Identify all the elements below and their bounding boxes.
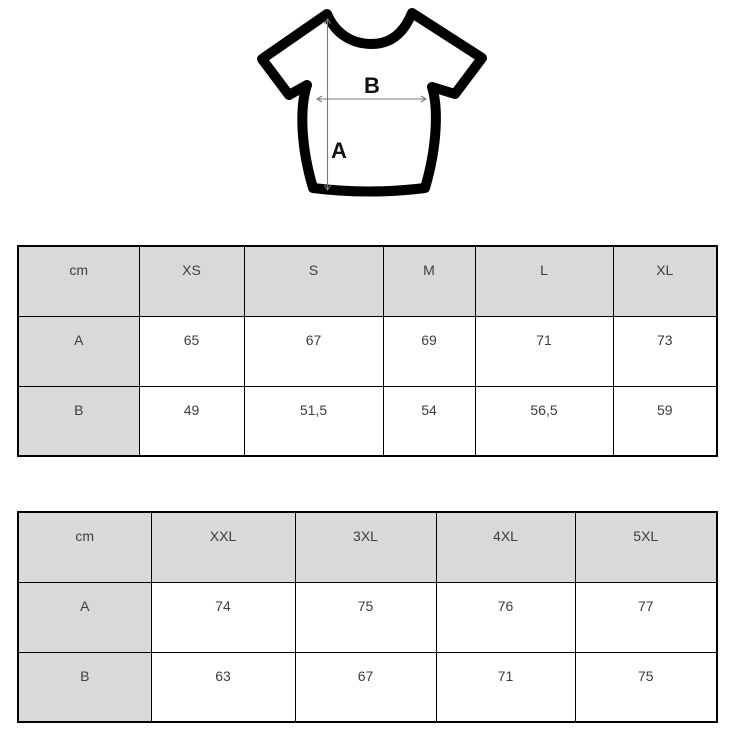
diagram-label-b: B	[364, 73, 380, 98]
measurement-row-label: A	[17, 581, 152, 653]
size-value: 71	[435, 651, 576, 723]
arrowhead-down-icon	[324, 184, 331, 192]
size-column-header: 3XL	[294, 511, 437, 583]
size-table-xs-xl: cm XS S M L XL A 65 67 69 71 73 B 49 51,…	[17, 245, 718, 457]
size-column-header: L	[474, 245, 614, 317]
arrowhead-up-icon	[324, 17, 331, 25]
size-column-header: M	[382, 245, 476, 317]
size-value: 69	[382, 315, 476, 387]
size-column-header: 4XL	[435, 511, 576, 583]
size-value: 63	[150, 651, 296, 723]
table-row: cm XXL 3XL 4XL 5XL	[17, 511, 718, 583]
size-column-header: 5XL	[574, 511, 718, 583]
tshirt-outline	[257, 8, 487, 197]
size-table-xxl-5xl: cm XXL 3XL 4XL 5XL A 74 75 76 77 B 63 67…	[17, 511, 718, 723]
arrowhead-left-icon	[315, 95, 323, 103]
size-value: 59	[612, 385, 718, 457]
unit-header: cm	[17, 511, 152, 583]
unit-header: cm	[17, 245, 140, 317]
size-value: 67	[243, 315, 384, 387]
table-row: A 74 75 76 77	[17, 581, 718, 653]
size-value: 51,5	[243, 385, 384, 457]
diagram-label-a: A	[331, 138, 347, 163]
table-row: B 63 67 71 75	[17, 651, 718, 723]
size-column-header: XXL	[150, 511, 296, 583]
size-value: 76	[435, 581, 576, 653]
size-value: 65	[138, 315, 245, 387]
measurement-row-label: A	[17, 315, 140, 387]
size-value: 77	[574, 581, 718, 653]
measurement-row-label: B	[17, 385, 140, 457]
size-value: 74	[150, 581, 296, 653]
size-value: 75	[294, 581, 437, 653]
size-column-header: XL	[612, 245, 718, 317]
size-column-header: S	[243, 245, 384, 317]
size-column-header: XS	[138, 245, 245, 317]
table-row: cm XS S M L XL	[17, 245, 718, 317]
measurement-arrows: A B	[315, 17, 428, 192]
size-value: 49	[138, 385, 245, 457]
arrowhead-right-icon	[420, 95, 428, 103]
size-value: 73	[612, 315, 718, 387]
table-row: B 49 51,5 54 56,5 59	[17, 385, 718, 457]
size-value: 75	[574, 651, 718, 723]
size-value: 54	[382, 385, 476, 457]
measurement-row-label: B	[17, 651, 152, 723]
size-value: 56,5	[474, 385, 614, 457]
size-value: 71	[474, 315, 614, 387]
table-row: A 65 67 69 71 73	[17, 315, 718, 387]
tshirt-diagram: A B	[257, 8, 487, 197]
size-value: 67	[294, 651, 437, 723]
